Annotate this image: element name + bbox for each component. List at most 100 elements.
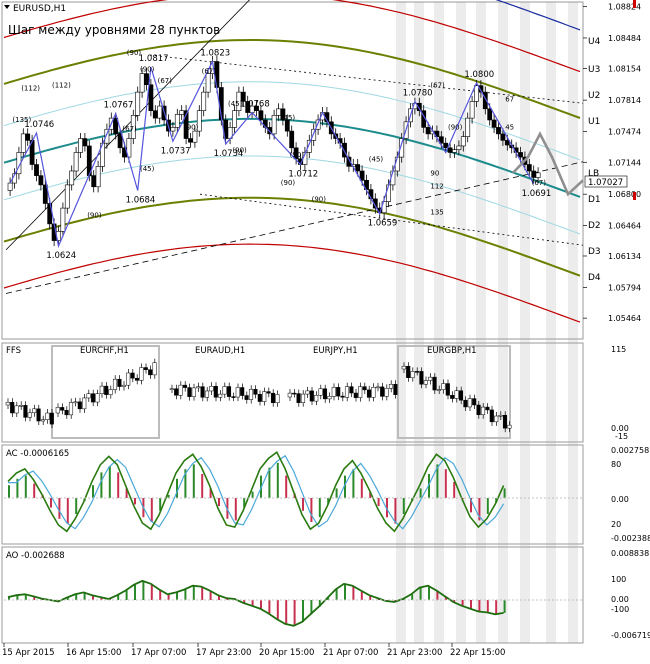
overlay-candle (414, 371, 420, 373)
ac-bar (16, 478, 19, 498)
overlay-candle (77, 401, 82, 410)
peak-price-label: 1.0624 (46, 251, 76, 261)
support-trend-line (5, 161, 584, 294)
overlay-candle (300, 393, 306, 403)
bear-candle-body (342, 142, 347, 158)
overlay-candle (494, 415, 499, 423)
ao-oscillator-line (4, 579, 583, 627)
peak-labels: 1.0746 1.0767 1.0817 1.0684 1.0624 1.0737 1.07… (24, 49, 551, 262)
steep-trend-line (5, 0, 250, 251)
bull-candle-body (64, 184, 70, 209)
level-label: U3 (588, 65, 600, 75)
ao-bar (209, 590, 212, 600)
ffs-label: FFS (6, 346, 21, 356)
ac-signal-line (8, 454, 505, 530)
candle (201, 86, 207, 117)
price-candles (7, 55, 541, 247)
ao-bar (33, 596, 36, 600)
bull-candle-body (78, 138, 83, 153)
candle (135, 86, 141, 121)
overlay-candle (130, 372, 135, 379)
overlay-candle (384, 388, 389, 397)
bull-candle-body (192, 130, 198, 143)
candle (232, 105, 237, 133)
bull-candle-body (95, 166, 101, 188)
bull-candle-body (126, 138, 132, 158)
bear-candle-body (188, 138, 193, 143)
level-label: D2 (588, 221, 601, 231)
ac-bar (470, 498, 472, 513)
bear-candle-body (438, 136, 444, 144)
ao-bar (8, 597, 10, 600)
lower-olive-band (3, 196, 581, 277)
ao-bar (285, 600, 288, 624)
candle (82, 132, 88, 152)
bear-candle-body (152, 110, 158, 119)
candle (271, 109, 277, 140)
overlay-candle (401, 365, 406, 370)
collapse-triangle-icon[interactable] (4, 5, 10, 9)
overlay-candle (502, 414, 508, 429)
bull-candle-body (174, 114, 180, 128)
eurgbp-label: EURGBP,H1 (427, 346, 477, 356)
overlay-candle (55, 407, 60, 414)
level-label: D4 (588, 273, 601, 283)
overlay-candle (472, 398, 477, 406)
fib-level-label: (90) (290, 151, 305, 159)
bear-candle-body (487, 108, 493, 121)
ao-bar (24, 594, 27, 600)
overlay-candle (82, 397, 87, 410)
peak-price-label: 1.0734 (214, 149, 244, 159)
ac-bar (318, 498, 321, 518)
ao-bar (327, 598, 330, 600)
envelope-bands (3, 0, 581, 323)
ao-title: AO -0.002688 (6, 551, 65, 561)
overlay-candle (358, 386, 363, 398)
candle (64, 179, 70, 214)
period-stripe (396, 2, 406, 643)
ac-scale-zero: 0.00 (611, 495, 629, 504)
fib-level-label: (45) (281, 114, 296, 122)
overlay-scale-bottom: -15 (615, 432, 628, 441)
overlay-candle (248, 388, 254, 400)
overlay-candle (191, 387, 196, 397)
ao-bar (344, 583, 346, 600)
bull-candle-body (7, 182, 13, 191)
bear-candle-body (38, 175, 44, 186)
overlay-candle (314, 394, 319, 402)
bull-candle-body (535, 172, 541, 178)
overlay-candle (270, 392, 276, 404)
candle (42, 179, 48, 210)
bull-candle-body (130, 115, 136, 139)
candle (346, 151, 352, 172)
fib-level-label: 135 (430, 209, 443, 217)
candle (240, 86, 246, 107)
ac-bar (243, 498, 246, 508)
lower-trend-line (199, 193, 584, 246)
ac-bar (285, 475, 288, 498)
overlay-candle (222, 386, 227, 395)
overlay-candle (318, 388, 323, 396)
bear-candle-body (478, 85, 484, 93)
level-labels: U4 U3 U2 U1 LB D1 D2 D3 D4 (588, 37, 601, 283)
fib-level-label: (112) (52, 82, 71, 90)
ac-bar (8, 485, 10, 498)
overlay-candle (480, 406, 486, 416)
overlay-candle (436, 389, 442, 391)
ac-bar (478, 498, 481, 521)
bull-candle-body (201, 91, 207, 111)
ao-bar (167, 594, 170, 600)
candle (117, 128, 123, 154)
bull-candle-body (60, 207, 66, 232)
fib-level-label: (90) (127, 49, 142, 57)
ao-scale-bottom: -0.006719 (611, 631, 650, 640)
overlay-candle (262, 391, 267, 402)
fib-level-label: (67) (202, 68, 217, 76)
overlay-candle (410, 371, 415, 378)
overlay-candle (340, 395, 345, 398)
overlay-candle (36, 408, 41, 422)
peak-price-label: 1.0823 (200, 49, 230, 59)
overlay-candle (226, 386, 232, 397)
ac-bar (276, 462, 279, 498)
ac-indicator-panel: AC -0.0006165 0.002758 80 0.00 20 -0.002… (1, 444, 650, 545)
